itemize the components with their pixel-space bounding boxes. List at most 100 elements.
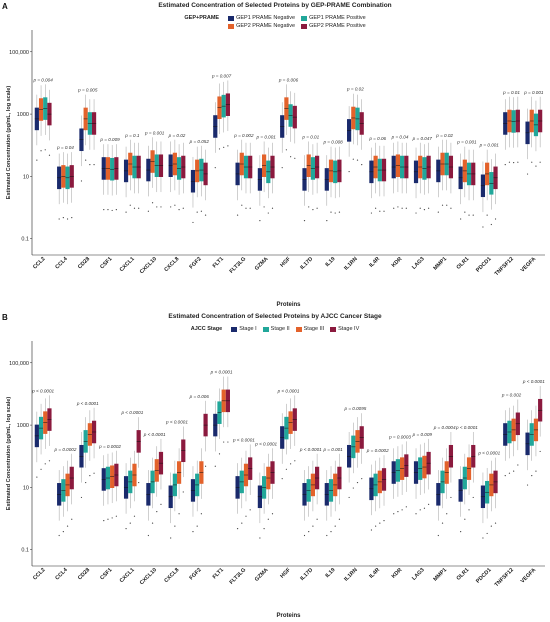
- x-tick-label: OLR1: [456, 256, 471, 271]
- outlier-point: [294, 157, 296, 159]
- x-tick-label: HGF: [279, 567, 292, 580]
- legend-label: GEP1 PRAME Positive: [309, 15, 366, 21]
- outlier-point: [160, 206, 162, 208]
- outlier-point: [437, 211, 439, 213]
- outlier-point: [460, 218, 462, 220]
- outlier-point: [147, 210, 149, 212]
- outlier-point: [441, 522, 444, 524]
- legend-swatch: [330, 326, 337, 332]
- legend-row: AJCC Stage Stage I Stage II Stage III Stage …: [0, 325, 550, 333]
- outlier-point: [379, 522, 381, 524]
- p-value-label: p < 0.0001: [254, 441, 277, 446]
- outlier-point: [450, 496, 452, 499]
- outlier-point: [263, 527, 265, 530]
- outlier-point: [223, 441, 225, 443]
- outlier-point: [526, 173, 529, 175]
- outlier-point: [415, 212, 417, 214]
- p-value-label: p = 0.047: [412, 136, 433, 141]
- outlier-point: [348, 496, 350, 499]
- y-axis-label: Estimated Concentration (pg/mL, log scal…: [6, 86, 12, 200]
- x-tick-label: VEGFA: [520, 567, 537, 584]
- outlier-point: [178, 513, 180, 515]
- box-plot: 0.1 10 1000 100,000 Estimated Concentration …: [6, 30, 545, 308]
- outlier-point: [227, 441, 229, 443]
- outlier-point: [326, 534, 328, 537]
- outlier-point: [383, 520, 385, 522]
- legend-swatch: [228, 15, 235, 21]
- outlier-point: [129, 204, 131, 206]
- outlier-point: [259, 220, 261, 222]
- outlier-point: [245, 515, 247, 517]
- outlier-point: [170, 537, 172, 539]
- x-tick-label: CXCL10: [139, 256, 158, 275]
- legend-swatch: [301, 15, 308, 21]
- outlier-point: [115, 209, 117, 211]
- outlier-point: [494, 522, 497, 524]
- outlier-point: [263, 206, 265, 208]
- x-tick-label: MMP1: [433, 256, 448, 271]
- outlier-point: [446, 204, 448, 206]
- p-value-label: p < 0.0001: [232, 437, 255, 442]
- p-value-label: p = 0.001: [479, 143, 500, 148]
- outlier-point: [303, 534, 306, 537]
- p-value-label: p = 0.001: [523, 90, 544, 95]
- outlier-point: [428, 207, 430, 209]
- x-tick-label: FLT1: [212, 567, 225, 580]
- x-tick-label: KDR: [391, 567, 404, 580]
- p-value-label: p = 0.0002: [366, 448, 389, 453]
- outlier-point: [267, 212, 269, 214]
- outlier-point: [36, 159, 38, 161]
- outlier-point: [182, 491, 184, 493]
- outlier-point: [526, 484, 529, 486]
- outlier-point: [85, 481, 87, 484]
- p-value-label: p = 0.1: [124, 133, 140, 138]
- x-axis-label: Proteins: [276, 302, 301, 308]
- p-value-label: p = 0.02: [346, 87, 364, 92]
- p-value-label: p = 0.0095: [343, 406, 366, 411]
- legend: GEP+PRAME GEP1 PRAME Negative GEP1 PRAME P…: [0, 14, 550, 30]
- legend-label: Stage III: [303, 326, 325, 332]
- outlier-point: [352, 158, 354, 160]
- outlier-point: [504, 475, 506, 477]
- outlier-point: [401, 207, 403, 209]
- outlier-point: [316, 207, 318, 209]
- outlier-point: [393, 513, 395, 515]
- outlier-point: [80, 180, 83, 182]
- outlier-point: [151, 522, 154, 524]
- outlier-point: [214, 465, 216, 467]
- outlier-point: [241, 522, 243, 524]
- outlier-point: [192, 221, 194, 224]
- y-tick-label: 10: [23, 485, 29, 491]
- x-tick-label: IL19: [324, 567, 336, 579]
- outlier-point: [464, 211, 466, 213]
- legend-row: GEP+PRAME GEP1 PRAME Negative GEP1 PRAME P…: [0, 14, 550, 22]
- x-tick-label: HGF: [279, 256, 292, 269]
- x-tick-label: IL1RN: [343, 567, 358, 582]
- p-value-label: p < 0.0001: [143, 432, 166, 437]
- outlier-point: [370, 212, 373, 214]
- outlier-point: [352, 487, 354, 489]
- outlier-point: [151, 202, 154, 204]
- legend-entry: Stage I: [231, 326, 257, 332]
- legend-swatch: [231, 326, 238, 332]
- outlier-point: [174, 525, 176, 527]
- outlier-point: [89, 164, 91, 166]
- x-tick-label: CCL2: [32, 567, 46, 581]
- x-tick-label: GZMA: [254, 567, 270, 583]
- outlier-point: [539, 450, 541, 453]
- outlier-point: [103, 520, 105, 522]
- outlier-point: [66, 525, 69, 527]
- outlier-point: [472, 496, 474, 499]
- x-tick-label: FLT3LG: [229, 256, 248, 275]
- y-tick-label: 100,000: [9, 361, 29, 367]
- outlier-point: [423, 209, 426, 211]
- outlier-point: [330, 211, 332, 213]
- outlier-point: [504, 164, 506, 166]
- outlier-point: [71, 518, 73, 520]
- outlier-point: [138, 207, 140, 209]
- legend-entry: GEP2 PRAME Negative: [228, 23, 295, 29]
- outlier-point: [513, 162, 515, 164]
- p-value-label: p < 0.0001: [522, 379, 545, 384]
